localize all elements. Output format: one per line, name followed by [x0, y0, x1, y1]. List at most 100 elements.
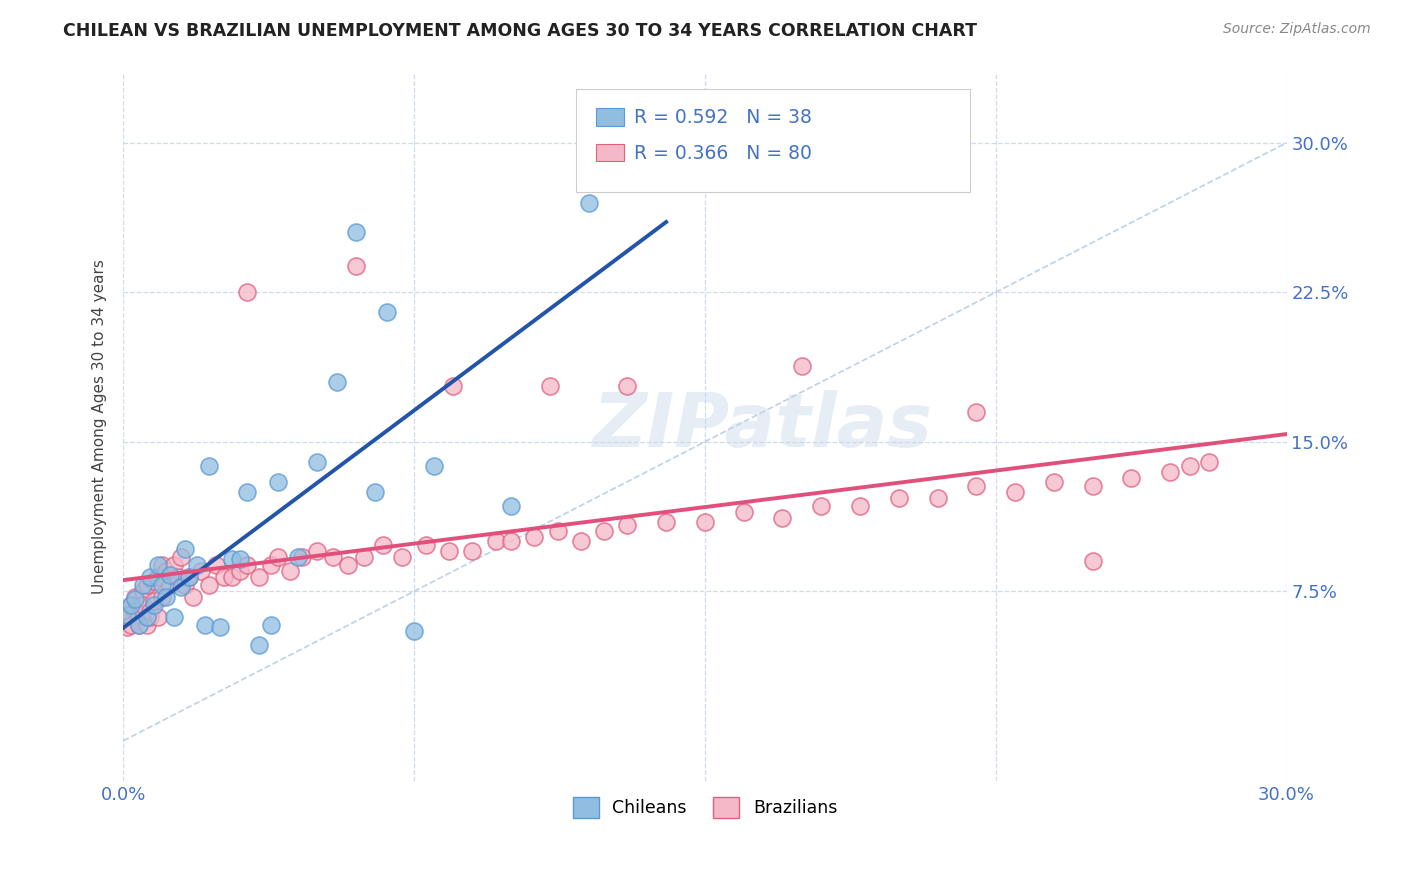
Point	[353, 550, 375, 565]
Point	[499, 499, 522, 513]
Point	[128, 608, 150, 623]
Point	[150, 591, 173, 605]
Point	[1159, 465, 1181, 479]
Point	[115, 608, 138, 623]
Point	[461, 544, 484, 558]
Point	[159, 568, 181, 582]
Point	[291, 550, 314, 565]
Point	[259, 558, 281, 573]
Point	[1081, 478, 1104, 492]
Point	[139, 610, 162, 624]
Point	[422, 458, 444, 473]
Point	[236, 484, 259, 499]
Point	[174, 578, 197, 592]
Point	[186, 558, 208, 573]
Point	[139, 604, 162, 618]
Point	[150, 558, 173, 573]
Point	[1121, 470, 1143, 484]
Point	[159, 578, 181, 592]
Point	[965, 478, 987, 492]
Point	[128, 618, 150, 632]
Point	[1043, 475, 1066, 489]
Point	[267, 550, 290, 565]
Point	[887, 491, 910, 505]
Point	[174, 542, 197, 557]
Point	[344, 226, 367, 240]
Point	[135, 610, 157, 624]
Legend: Chileans, Brazilians: Chileans, Brazilians	[565, 790, 844, 825]
Point	[1178, 458, 1201, 473]
Point	[278, 565, 301, 579]
Point	[307, 544, 329, 558]
Point	[259, 618, 281, 632]
Point	[307, 455, 329, 469]
Y-axis label: Unemployment Among Ages 30 to 34 years: Unemployment Among Ages 30 to 34 years	[93, 260, 107, 594]
Point	[569, 534, 592, 549]
Point	[236, 285, 259, 300]
Point	[484, 534, 506, 549]
Point	[404, 624, 426, 639]
Point	[437, 544, 460, 558]
Point	[965, 405, 987, 419]
Point	[115, 610, 138, 624]
Point	[128, 618, 150, 632]
Point	[120, 599, 142, 613]
Point	[212, 570, 235, 584]
Point	[150, 578, 173, 592]
Point	[790, 359, 813, 373]
Text: R = 0.592   N = 38: R = 0.592 N = 38	[634, 108, 813, 128]
Point	[148, 610, 170, 624]
Point	[181, 591, 204, 605]
Point	[523, 531, 546, 545]
Point	[391, 550, 413, 565]
Point	[655, 176, 678, 190]
Point	[733, 100, 755, 114]
Point	[179, 570, 201, 584]
Point	[499, 534, 522, 549]
Point	[135, 618, 157, 632]
Point	[441, 379, 464, 393]
Point	[194, 618, 217, 632]
Point	[131, 599, 153, 613]
Point	[810, 499, 832, 513]
Point	[236, 558, 259, 573]
Point	[616, 518, 638, 533]
Point	[221, 552, 243, 566]
Point	[209, 620, 232, 634]
Text: CHILEAN VS BRAZILIAN UNEMPLOYMENT AMONG AGES 30 TO 34 YEARS CORRELATION CHART: CHILEAN VS BRAZILIAN UNEMPLOYMENT AMONG …	[63, 22, 977, 40]
Point	[772, 510, 794, 524]
Point	[124, 591, 146, 605]
Text: R = 0.366   N = 80: R = 0.366 N = 80	[634, 144, 813, 163]
Point	[197, 458, 219, 473]
Point	[371, 538, 394, 552]
Point	[593, 524, 616, 539]
Point	[120, 599, 142, 613]
Point	[655, 515, 678, 529]
Point	[247, 638, 270, 652]
Point	[538, 379, 561, 393]
Point	[163, 558, 186, 573]
Point	[1004, 484, 1026, 499]
Point	[170, 580, 193, 594]
Point	[1081, 554, 1104, 568]
Point	[337, 558, 360, 573]
Point	[849, 499, 872, 513]
Point	[166, 570, 188, 584]
Point	[927, 491, 949, 505]
Point	[287, 550, 309, 565]
Point	[155, 591, 177, 605]
Point	[131, 578, 153, 592]
Point	[267, 475, 290, 489]
Point	[148, 570, 170, 584]
Point	[143, 594, 166, 608]
Point	[139, 570, 162, 584]
Point	[205, 558, 228, 573]
Point	[170, 550, 193, 565]
Point	[143, 599, 166, 613]
Point	[325, 375, 347, 389]
Point	[616, 379, 638, 393]
Text: Source: ZipAtlas.com: Source: ZipAtlas.com	[1223, 22, 1371, 37]
Point	[155, 565, 177, 579]
Point	[143, 574, 166, 589]
Point	[120, 618, 142, 632]
